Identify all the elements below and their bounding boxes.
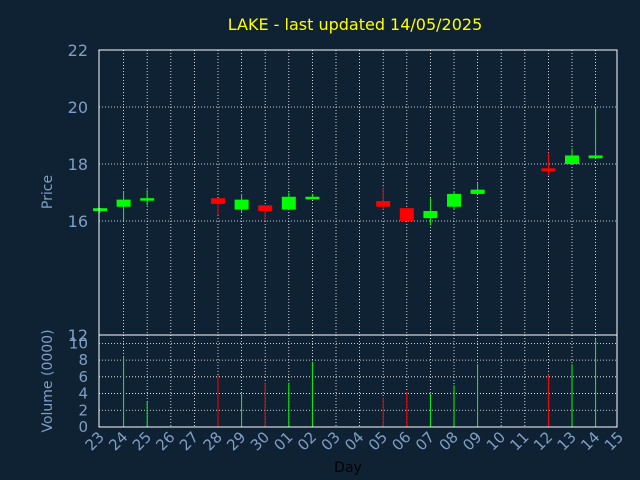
candle-body: [447, 193, 461, 207]
volume-y-tick-label: 4: [78, 385, 88, 403]
candle-body: [423, 211, 438, 219]
volume-y-tick-label: 8: [78, 351, 88, 369]
volume-y-tick-label: 6: [78, 368, 88, 386]
price-y-tick-label: 22: [68, 41, 88, 60]
volume-panel-frame: [98, 334, 618, 428]
volume-bars: [123, 339, 597, 427]
candlesticks: [93, 107, 603, 226]
candle-body: [258, 205, 273, 212]
price-y-tick-label: 16: [68, 212, 88, 231]
volume-y-tick-label: 10: [69, 334, 88, 352]
candle-body: [211, 198, 225, 204]
volume-axis-label: Volume (0000): [40, 329, 56, 432]
price-y-tick-label: 20: [68, 98, 88, 117]
candle-body: [93, 208, 107, 212]
price-grid: [99, 50, 617, 335]
candle-body: [116, 199, 131, 207]
price-y-tick-labels: 12 16 18 20 22: [68, 41, 88, 345]
candle-body: [281, 196, 296, 210]
price-y-tick-label: 12: [68, 326, 88, 345]
x-tick-labels: 2324252627282930010203040506070809101112…: [82, 428, 627, 454]
volume-y-tick-label: 2: [78, 401, 88, 419]
price-y-tick-label: 18: [68, 155, 88, 174]
candle-body: [399, 208, 414, 221]
candle-body: [470, 189, 485, 194]
chart-title: LAKE - last updated 14/05/2025: [228, 15, 483, 34]
candle-body: [565, 155, 579, 164]
candle-body: [234, 199, 249, 210]
candle-body: [305, 196, 320, 200]
x-axis-label: Day: [334, 460, 362, 476]
candle-body: [140, 198, 155, 201]
volume-y-tick-label: 0: [78, 418, 88, 436]
candle-body: [588, 155, 603, 159]
candle-body: [376, 201, 391, 207]
candle-body: [541, 168, 556, 172]
price-axis-label: Price: [40, 175, 56, 209]
